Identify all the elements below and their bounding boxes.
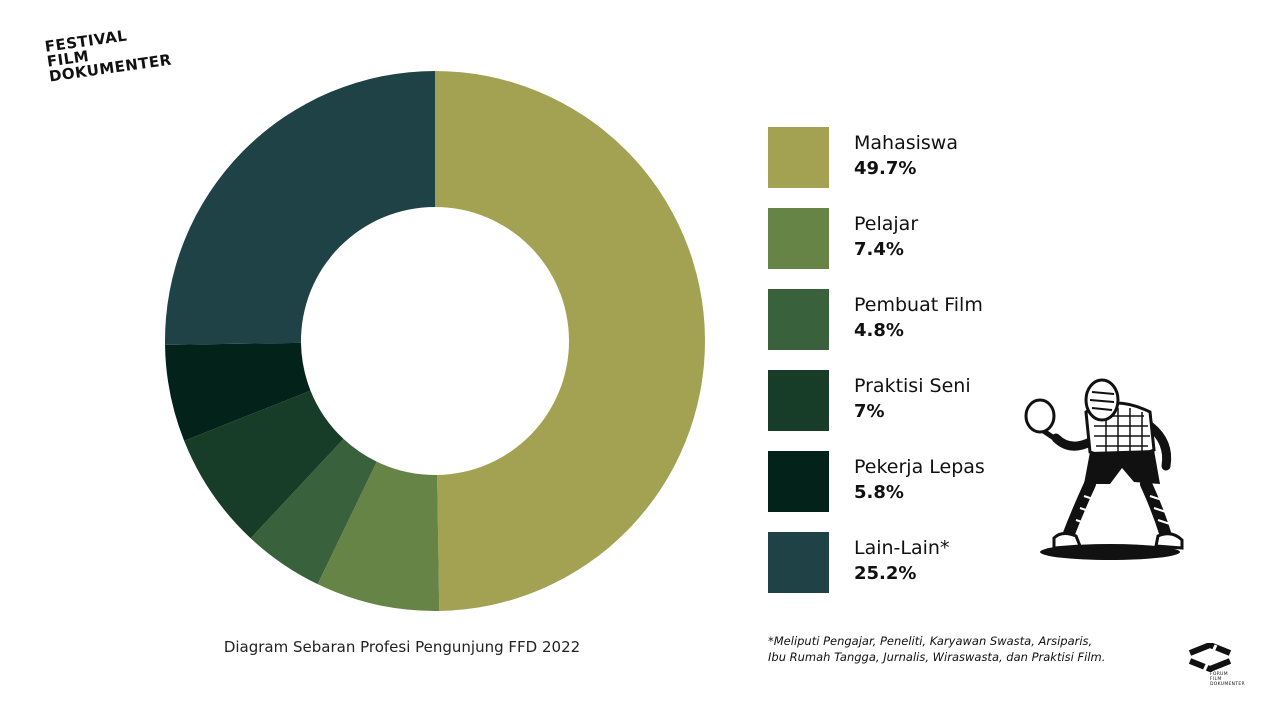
slice-pembuat-film: [250, 438, 377, 585]
brand-line: FILM: [1210, 677, 1222, 682]
footnote-line: Ibu Rumah Tangga, Jurnalis, Wiraswasta, …: [768, 650, 1106, 664]
legend-item-lain-lain: Lain-Lain* 25.2%: [768, 532, 985, 613]
legend-swatch: [768, 208, 829, 269]
legend-label: Pekerja Lepas: [854, 456, 985, 478]
slice-pelajar: [317, 461, 440, 611]
footnote: *Meliputi Pengajar, Peneliti, Karyawan S…: [768, 633, 1148, 665]
legend-value: 5.8%: [854, 482, 904, 503]
legend-item-pekerja-lepas: Pekerja Lepas 5.8%: [768, 451, 985, 532]
slice-praktisi-seni: [184, 390, 344, 539]
legend-value: 7%: [854, 401, 885, 422]
legend-item-mahasiswa: Mahasiswa 49.7%: [768, 127, 985, 208]
chart-legend: Mahasiswa 49.7% Pelajar 7.4% Pembuat Fil…: [768, 127, 985, 613]
chart-caption: Diagram Sebaran Profesi Pengunjung FFD 2…: [223, 638, 581, 656]
slice-mahasiswa: [435, 71, 705, 611]
table-tennis-player-icon: [1024, 378, 1184, 560]
legend-value: 7.4%: [854, 239, 904, 260]
brand-line: DOKUMENTER: [1210, 682, 1245, 687]
legend-label: Pelajar: [854, 213, 919, 235]
donut-chart: [165, 71, 705, 611]
footnote-line: *Meliputi Pengajar, Peneliti, Karyawan S…: [768, 634, 1093, 648]
legend-item-pelajar: Pelajar 7.4%: [768, 208, 985, 289]
legend-swatch: [768, 289, 829, 350]
legend-value: 49.7%: [854, 158, 917, 179]
legend-swatch: [768, 532, 829, 593]
legend-value: 25.2%: [854, 563, 917, 584]
forum-film-dokumenter-logo-icon: [1188, 643, 1232, 672]
legend-swatch: [768, 451, 829, 512]
legend-value: 4.8%: [854, 320, 904, 341]
legend-item-pembuat-film: Pembuat Film 4.8%: [768, 289, 985, 370]
slice-pekerja-lepas: [165, 342, 311, 441]
slice-lain-lain: [165, 71, 436, 345]
legend-swatch: [768, 127, 829, 188]
legend-label: Mahasiswa: [854, 132, 958, 154]
legend-label: Praktisi Seni: [854, 375, 971, 397]
brand-text: FORUM FILM DOKUMENTER: [1210, 672, 1245, 687]
brand-line: FORUM: [1210, 672, 1228, 677]
legend-label: Pembuat Film: [854, 294, 983, 316]
legend-label: Lain-Lain*: [854, 537, 950, 559]
legend-swatch: [768, 370, 829, 431]
legend-item-praktisi-seni: Praktisi Seni 7%: [768, 370, 985, 451]
